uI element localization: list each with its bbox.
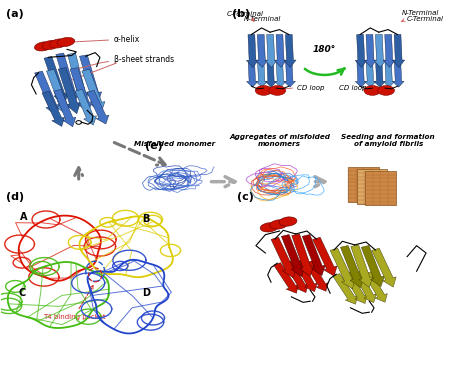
FancyArrow shape [354,271,376,303]
FancyArrow shape [265,34,277,68]
FancyArrow shape [80,55,101,103]
FancyArrow shape [351,245,373,287]
FancyArrow shape [374,61,385,87]
Text: α-helix: α-helix [60,34,140,44]
FancyArrow shape [333,273,357,304]
FancyArrow shape [54,90,76,127]
FancyArrow shape [355,34,367,68]
FancyArrow shape [265,61,277,87]
FancyArrow shape [256,61,267,87]
FancyArrow shape [302,235,325,276]
Ellipse shape [269,86,286,95]
Ellipse shape [260,223,278,232]
Text: (c): (c) [237,192,254,201]
FancyArrow shape [355,61,367,87]
FancyArrow shape [70,68,92,113]
FancyArrow shape [284,261,308,292]
Text: Seeding and formation
of amyloid fibrils: Seeding and formation of amyloid fibrils [341,134,435,147]
FancyArrow shape [361,246,384,287]
Text: 180°: 180° [313,46,336,54]
FancyArrow shape [365,34,377,68]
Text: T4 binding pocket: T4 binding pocket [43,286,105,320]
Ellipse shape [255,86,272,95]
FancyArrow shape [58,68,81,114]
FancyArrow shape [364,272,387,302]
Text: C-Terminal: C-Terminal [227,11,264,17]
Ellipse shape [279,217,297,226]
Text: C: C [18,288,26,298]
Text: N-Terminal: N-Terminal [244,16,282,22]
Text: C-Terminal: C-Terminal [407,16,444,22]
Ellipse shape [42,40,60,50]
FancyArrow shape [294,260,317,292]
Ellipse shape [57,37,75,47]
FancyArrow shape [365,61,376,87]
Text: Misfolded monomer: Misfolded monomer [134,141,215,147]
FancyArrow shape [56,53,78,103]
FancyArrow shape [330,248,355,289]
Text: A: A [19,212,27,222]
Text: N-Terminal: N-Terminal [401,11,439,17]
FancyArrow shape [392,34,405,68]
FancyArrow shape [46,69,70,115]
Text: B: B [143,214,150,224]
FancyArrow shape [292,234,314,276]
FancyArrow shape [374,34,386,68]
FancyArrow shape [75,90,97,125]
FancyArrow shape [392,61,404,87]
FancyArrow shape [246,61,258,87]
FancyArrow shape [256,34,268,68]
Text: (a): (a) [6,9,24,19]
FancyArrow shape [274,263,298,293]
FancyArrow shape [44,57,68,105]
Text: CD loop: CD loop [297,85,324,91]
Ellipse shape [270,220,288,229]
FancyArrow shape [383,61,395,87]
FancyArrow shape [246,34,259,68]
Bar [365,171,396,206]
FancyArrow shape [87,90,109,124]
Text: β-sheet strands: β-sheet strands [72,55,174,71]
FancyArrow shape [274,34,287,68]
Text: D: D [143,288,150,298]
Text: CD loop: CD loop [339,85,366,91]
FancyArrow shape [340,246,364,288]
Ellipse shape [377,86,394,95]
Text: Aggregates of misfolded
monomers: Aggregates of misfolded monomers [229,134,330,147]
FancyArrow shape [282,235,305,277]
FancyArrow shape [383,34,395,68]
FancyArrow shape [313,237,337,276]
Text: (e): (e) [145,141,163,152]
Bar [356,169,387,204]
FancyArrow shape [271,237,296,278]
FancyArrow shape [68,53,89,104]
Bar [348,167,379,202]
FancyArrow shape [305,261,328,291]
FancyArrow shape [284,61,295,87]
Ellipse shape [50,39,67,48]
FancyArrow shape [35,71,60,116]
FancyArrow shape [343,272,367,304]
Text: (d): (d) [6,192,25,201]
Ellipse shape [35,42,52,51]
FancyArrow shape [284,34,296,68]
Text: (b): (b) [232,9,250,19]
FancyArrow shape [274,61,286,87]
FancyArrow shape [372,248,396,287]
FancyArrow shape [42,91,64,127]
FancyArrow shape [82,69,105,112]
Ellipse shape [364,86,381,95]
